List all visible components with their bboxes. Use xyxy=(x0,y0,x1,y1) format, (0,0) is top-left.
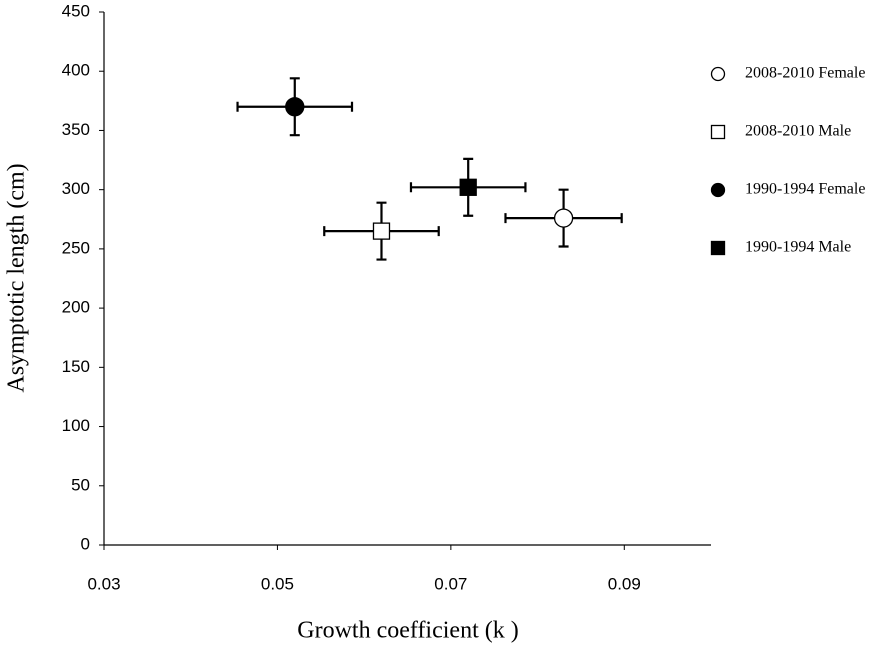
legend-marker xyxy=(710,66,726,82)
x-tick-label: 0.09 xyxy=(608,574,641,593)
legend-label: 2008-2010 Male xyxy=(745,123,851,140)
legend-label: 1990-1994 Male xyxy=(745,239,851,256)
legend-marker xyxy=(710,124,726,140)
point xyxy=(459,178,477,196)
y-axis-title: Asymptotic length (cm) xyxy=(4,163,30,392)
x-tick-label: 0.03 xyxy=(87,574,120,593)
y-tick-label: 300 xyxy=(62,179,90,198)
y-tick-label: 100 xyxy=(62,416,90,435)
x-axis-title: Growth coefficient (k ) xyxy=(297,618,518,644)
y-tick-label: 0 xyxy=(81,534,90,553)
legend-marker xyxy=(710,240,726,256)
legend-label: 1990-1994 Female xyxy=(745,181,865,198)
point xyxy=(285,97,305,117)
y-tick-label: 150 xyxy=(62,357,90,376)
x-tick-label: 0.07 xyxy=(434,574,467,593)
y-tick-label: 400 xyxy=(62,61,90,80)
legend-label: 2008-2010 Female xyxy=(745,65,865,82)
legend-marker xyxy=(710,182,726,198)
point xyxy=(553,208,574,228)
y-tick-label: 250 xyxy=(62,238,90,257)
y-tick-label: 200 xyxy=(62,298,90,317)
y-tick-label: 50 xyxy=(71,475,90,494)
y-tick-label: 350 xyxy=(62,120,90,139)
y-tick-label: 450 xyxy=(62,1,90,20)
x-tick-label: 0.05 xyxy=(261,574,294,593)
point xyxy=(372,222,391,240)
